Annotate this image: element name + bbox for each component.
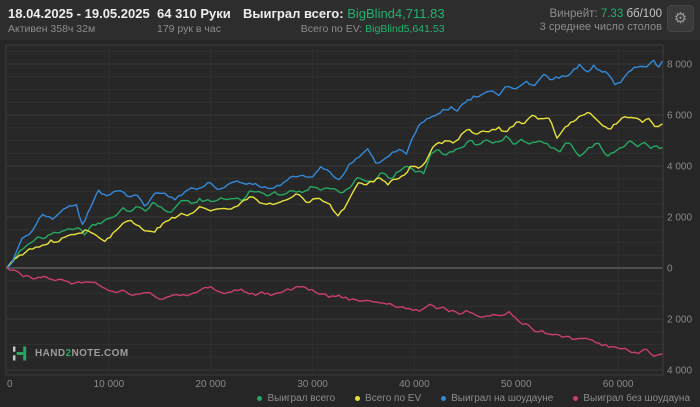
y-axis-tick-label: 4 000	[667, 366, 692, 377]
plot-border	[5, 44, 664, 376]
y-axis-tick-label: 2 000	[667, 315, 692, 326]
winrate-unit: бб/100	[626, 8, 662, 20]
winrate-block: Винрейт: 7.33 бб/100 3 среднее число сто…	[540, 7, 662, 34]
plot-area[interactable]	[6, 45, 663, 375]
series-line-2	[6, 59, 663, 269]
legend-item-0[interactable]: Выиграл всего	[257, 393, 335, 404]
active-time: Активен 358ч 32м	[8, 23, 96, 35]
y-axis-tick-label: 8 000	[667, 60, 692, 71]
hand2note-logo-text: HAND2NOTE.COM	[35, 348, 129, 359]
hands-block: 64 310 Руки 179 рук в час	[157, 6, 231, 36]
date-range: 18.04.2025 - 19.05.2025	[8, 6, 150, 21]
legend-item-3[interactable]: Выиграл без шоудауна	[573, 393, 690, 404]
hands-total: 64 310 Руки	[157, 6, 231, 21]
ev-total-value: BigBlind5,641.53	[365, 23, 445, 35]
x-axis-tick-label: 10 000	[94, 379, 125, 390]
legend-dot	[257, 396, 263, 401]
x-axis-tick-label: 60 000	[603, 379, 634, 390]
legend-dot	[355, 396, 361, 401]
series-line-3	[6, 267, 663, 357]
x-axis-tick-label: 20 000	[195, 379, 226, 390]
y-axis-tick-label: 4 000	[667, 162, 692, 173]
y-axis-tick-label: 2 000	[667, 213, 692, 224]
legend-label: Выиграл на шоудауне	[451, 393, 554, 404]
x-axis-tick-label: 30 000	[297, 379, 328, 390]
hand2note-logo: HAND2NOTE.COM	[12, 345, 129, 362]
x-axis-tick-label: 0	[7, 379, 13, 390]
y-axis-tick-label: 6 000	[667, 111, 692, 122]
legend-label: Выиграл без шоудауна	[583, 393, 690, 404]
series-line-1	[6, 111, 663, 269]
ev-total-label: Всего по EV:	[300, 23, 363, 35]
x-axis-tick-label: 50 000	[501, 379, 532, 390]
series-line-0	[6, 135, 663, 269]
won-total-label: Выиграл всего:	[243, 6, 344, 21]
x-axis-tick-label: 40 000	[399, 379, 430, 390]
date-range-block: 18.04.2025 - 19.05.2025 Активен 358ч 32м	[8, 6, 150, 36]
won-total-value: BigBlind4,711.83	[347, 6, 445, 21]
winnings-graph[interactable]: 0 10 000 20 000 30 000 40 000 50 000 60 000 8 0…	[0, 40, 700, 390]
stats-header: 18.04.2025 - 19.05.2025 Активен 358ч 32м…	[0, 0, 700, 40]
winrate-value: 7.33	[600, 8, 624, 20]
legend-dot	[573, 396, 579, 401]
legend-item-2[interactable]: Выиграл на шоудауне	[441, 393, 553, 404]
settings-gear-icon[interactable]: ⚙	[667, 5, 694, 32]
legend-label: Выиграл всего	[267, 393, 336, 404]
chart-legend: Выиграл всего Всего по EV Выиграл на шоуда…	[257, 393, 690, 404]
legend-item-1[interactable]: Всего по EV	[355, 393, 421, 404]
legend-dot	[441, 396, 447, 401]
avg-tables: 3 среднее число столов	[539, 21, 662, 33]
y-axis-tick-label: 0	[667, 264, 673, 275]
hands-per-hour: 179 рук в час	[157, 23, 221, 35]
hand2note-logo-icon	[13, 346, 27, 361]
winrate-label: Винрейт:	[549, 8, 598, 20]
legend-label: Всего по EV	[365, 393, 422, 404]
winnings-block: Выиграл всего: BigBlind4,711.83 Всего по…	[243, 6, 445, 36]
